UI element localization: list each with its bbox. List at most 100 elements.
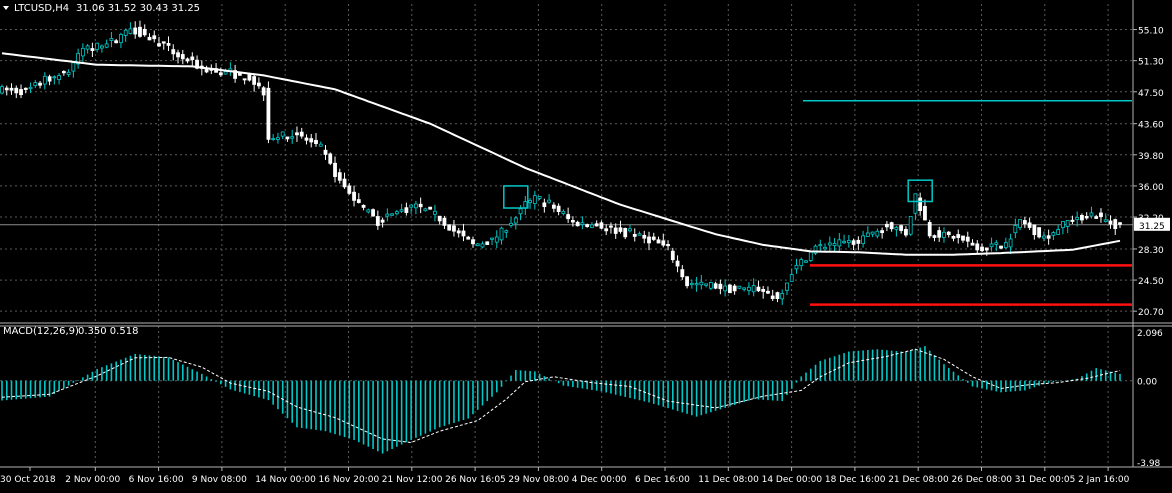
candle-body xyxy=(837,239,842,247)
candle-body xyxy=(532,195,537,204)
time-tick-label: 9 Nov 08:00 xyxy=(192,475,247,485)
candle-body xyxy=(628,228,632,232)
candle-body xyxy=(185,58,190,62)
candle-body xyxy=(437,215,442,222)
candle-body xyxy=(57,75,61,80)
candle-body xyxy=(975,243,980,251)
candle-body xyxy=(433,210,437,215)
candle-body xyxy=(637,233,642,236)
candle-body xyxy=(918,197,923,212)
candle-body xyxy=(661,240,666,246)
highlight-boxes xyxy=(503,179,933,209)
candle-body xyxy=(932,235,937,238)
candle-body xyxy=(999,245,1003,249)
candle-body xyxy=(961,235,965,241)
candle-body xyxy=(133,27,138,35)
candle-body xyxy=(699,281,704,286)
candle-body xyxy=(1041,235,1046,239)
candle-body xyxy=(794,264,799,270)
candle-body xyxy=(442,217,447,226)
candle-body xyxy=(176,52,180,58)
candle-body xyxy=(356,199,361,203)
candle-body xyxy=(1027,222,1032,228)
candle-body xyxy=(180,54,185,60)
candle-body xyxy=(366,209,371,213)
candle-body xyxy=(147,36,152,41)
candle-body xyxy=(523,201,528,209)
candle-body xyxy=(1094,216,1099,219)
candle-body xyxy=(813,245,818,254)
candle-body xyxy=(85,45,90,50)
candle-body xyxy=(394,211,399,215)
candle-body xyxy=(447,224,452,231)
candle-body xyxy=(404,207,409,213)
candle-body xyxy=(670,250,675,261)
candle-body xyxy=(818,244,823,247)
candle-body xyxy=(732,285,737,292)
candle-body xyxy=(737,285,742,289)
candle-body xyxy=(418,203,423,208)
candle-body xyxy=(109,38,114,41)
candle-body xyxy=(680,269,685,278)
candle-body xyxy=(970,242,975,246)
candle-body xyxy=(347,185,352,194)
candle-body xyxy=(951,236,956,239)
candle-body xyxy=(1051,232,1056,236)
candle-body xyxy=(1022,220,1027,225)
candle-body xyxy=(304,137,309,141)
time-tick-label: 31 Dec 00:05 xyxy=(1015,475,1076,485)
candle-body xyxy=(870,231,875,235)
candle-body xyxy=(47,76,52,82)
candle-body xyxy=(594,223,599,227)
candle-body xyxy=(1008,238,1013,248)
candle-body xyxy=(218,72,223,76)
candle-body xyxy=(471,239,475,245)
candle-body xyxy=(785,282,789,291)
candle-body xyxy=(923,206,927,221)
candle-body xyxy=(38,82,42,86)
candle-body xyxy=(856,239,861,244)
candle-body xyxy=(128,28,133,34)
candle-body xyxy=(1018,219,1022,228)
candle-body xyxy=(846,240,851,243)
candle-body xyxy=(556,205,561,212)
candle-body xyxy=(1070,219,1075,222)
candle-body xyxy=(980,246,984,252)
candle-body xyxy=(832,243,837,246)
candle-body xyxy=(1108,220,1113,225)
candle-body xyxy=(984,247,989,251)
price-tick-label: 28.30 xyxy=(1138,246,1164,256)
candle-body xyxy=(23,87,28,90)
candle-body xyxy=(390,213,395,216)
dropdown-triangle-icon[interactable] xyxy=(3,6,9,10)
candle-body xyxy=(623,227,628,238)
candle-body xyxy=(1103,219,1108,222)
candle-body xyxy=(19,89,23,96)
macd-signal-line xyxy=(1,348,1121,444)
candle-body xyxy=(528,200,532,203)
price-axis: 55.1051.3047.5043.6039.8036.0032.2028.30… xyxy=(1133,27,1170,469)
candle-body xyxy=(694,283,699,286)
candle-body xyxy=(561,211,566,214)
candle-body xyxy=(266,87,271,140)
candle-body xyxy=(656,239,661,244)
candle-body xyxy=(9,87,14,91)
candle-body xyxy=(499,227,504,241)
candle-body xyxy=(756,286,761,292)
candle-body xyxy=(1061,221,1065,228)
candle-body xyxy=(675,260,680,267)
candle-body xyxy=(337,172,342,181)
moving-average xyxy=(1,52,1121,256)
candle-body xyxy=(371,209,375,217)
candle-body xyxy=(95,42,100,50)
candle-body xyxy=(770,295,775,299)
candle-body xyxy=(727,284,732,294)
candle-body xyxy=(518,208,523,215)
candle-body xyxy=(1046,235,1051,239)
candle-body xyxy=(685,276,689,287)
moving-average-line xyxy=(1,52,1121,256)
time-tick-label: 11 Dec 08:00 xyxy=(698,475,759,485)
symbol-title: LTCUSD,H4 xyxy=(14,3,69,14)
